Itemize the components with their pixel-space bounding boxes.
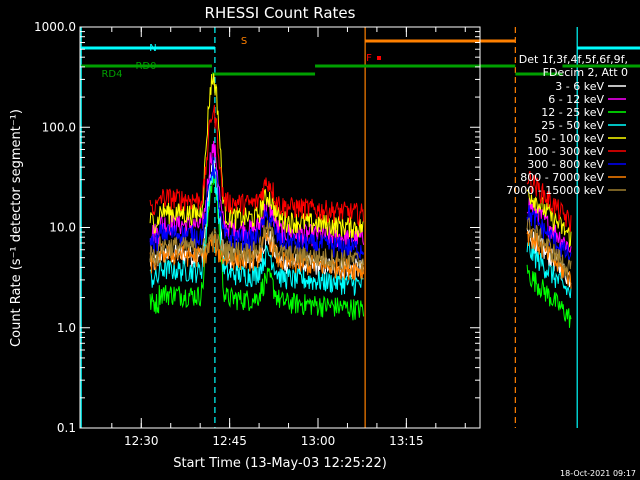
legend-header: Det 1f,3f,4f,5f,6f,9f, bbox=[519, 53, 628, 66]
y-tick-label: 1.0 bbox=[57, 321, 76, 335]
legend-entry: 12 - 25 keV bbox=[541, 106, 604, 119]
y-tick-label: 10.0 bbox=[49, 221, 76, 235]
legend-entry: 7000 - 15000 keV bbox=[506, 184, 604, 197]
y-axis-label: Count Rate (s⁻¹ detector segment⁻¹) bbox=[9, 109, 24, 347]
frame-layer: 0.1 1.0 10.0 100.0 1000.0 12:30 12:45 13:00 13:1… bbox=[34, 20, 481, 448]
x-tick-label: 12:30 bbox=[124, 434, 159, 448]
legend-entry: 300 - 800 keV bbox=[527, 158, 604, 171]
annotation-label: F bbox=[366, 53, 372, 64]
legend-entry: 3 - 6 keV bbox=[555, 80, 604, 93]
x-tick-label: 13:00 bbox=[301, 434, 336, 448]
plot-frame bbox=[79, 26, 481, 429]
legend-entry: 100 - 300 keV bbox=[527, 145, 604, 158]
annotation-label: S bbox=[241, 36, 247, 47]
footer-timestamp: 18-Oct-2021 09:17 bbox=[560, 469, 636, 478]
series-line bbox=[149, 73, 572, 248]
data-layer: N S F RD0 RD4 bbox=[80, 27, 640, 428]
y-tick-label: 0.1 bbox=[57, 421, 76, 435]
annotation-label: N bbox=[149, 43, 156, 54]
series-line bbox=[149, 170, 572, 328]
y-tick-label: 1000.0 bbox=[34, 20, 76, 34]
x-tick-label: 12:45 bbox=[212, 434, 247, 448]
annotation-label: RD4 bbox=[101, 69, 122, 80]
legend-entry: 50 - 100 keV bbox=[534, 132, 604, 145]
series-line bbox=[149, 217, 572, 278]
legend-entry: 6 - 12 keV bbox=[548, 93, 604, 106]
legend-entry: 800 - 7000 keV bbox=[520, 171, 604, 184]
x-axis-label: Start Time (13-May-03 12:25:22) bbox=[173, 456, 387, 471]
legend-entry: 25 - 50 keV bbox=[541, 119, 604, 132]
legend: Det 1f,3f,4f,5f,6f,9f,FDecim 2, Att 03 -… bbox=[506, 53, 628, 197]
flare-marker bbox=[377, 56, 381, 60]
annotation-label: RD0 bbox=[135, 61, 156, 72]
chart-title: RHESSI Count Rates bbox=[205, 4, 356, 22]
series-line bbox=[149, 104, 572, 232]
series-line bbox=[149, 163, 572, 299]
x-tick-label: 13:15 bbox=[389, 434, 424, 448]
legend-header: FDecim 2, Att 0 bbox=[543, 66, 628, 79]
y-tick-label: 100.0 bbox=[42, 120, 76, 134]
